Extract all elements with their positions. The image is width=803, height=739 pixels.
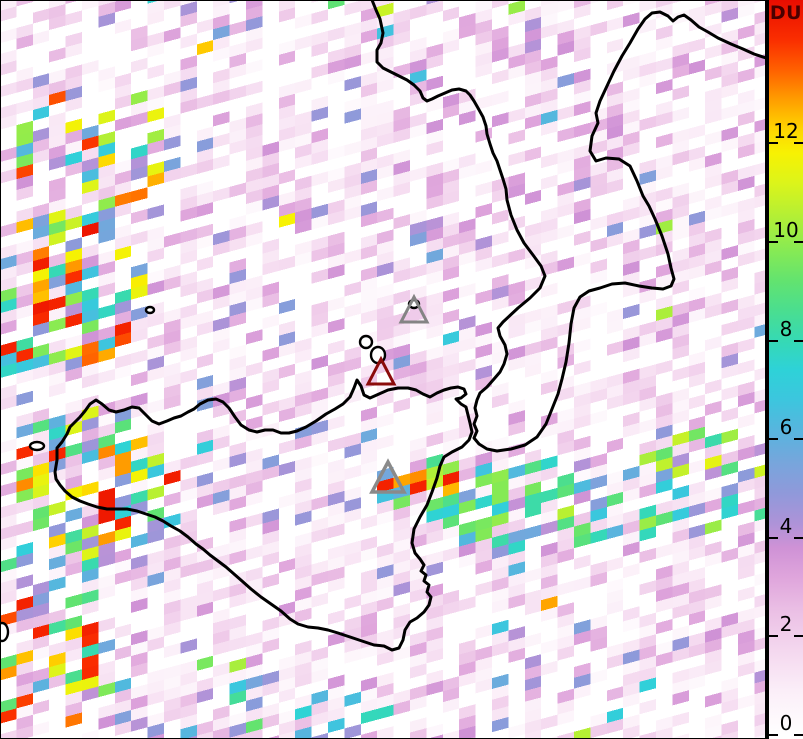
coastline-calabria [370,0,766,453]
colorbar: DU 0 2 4 6 8 10 12 [766,0,803,739]
colorbar-tick [769,635,778,638]
colorbar-tick [794,142,803,145]
colorbar-tick-label: 10 [773,218,799,242]
colorbar-tick-label: 2 [779,612,793,637]
island-salina [358,334,374,350]
volcano-marker-stromboli [398,293,430,324]
colorbar-tick-label: 8 [779,316,793,341]
colorbar-tick [794,734,803,736]
colorbar-tick [769,339,778,342]
coastline-sicily [53,378,474,652]
island-ustica [144,305,156,315]
colorbar-tick-label: 12 [773,119,799,144]
colorbar-tick [769,536,778,539]
colorbar-tick-label: 0 [779,711,793,735]
map-canvas [0,0,766,739]
colorbar-tick-label: 4 [779,513,793,538]
colorbar-tick [769,438,778,441]
island-marettimo [28,440,46,452]
colorbar-title: DU [769,2,803,24]
colorbar-tick [794,438,803,441]
volcano-markers [365,293,430,494]
colorbar-tick [769,142,778,145]
island-outlines [0,298,421,643]
colorbar-tick-label: 6 [779,415,793,440]
colorbar-tick [794,339,803,342]
data-pixel-layer [0,0,766,739]
colorbar-tick [794,241,803,243]
colorbar-tick [769,734,778,736]
colorbar-tick [794,536,803,539]
colorbar-tick [769,241,778,243]
colorbar-tick [794,635,803,638]
island-pantelleria-edge [0,621,10,643]
volcano-marker-etna [369,458,407,494]
volcano-marker-vulcano [365,355,397,386]
